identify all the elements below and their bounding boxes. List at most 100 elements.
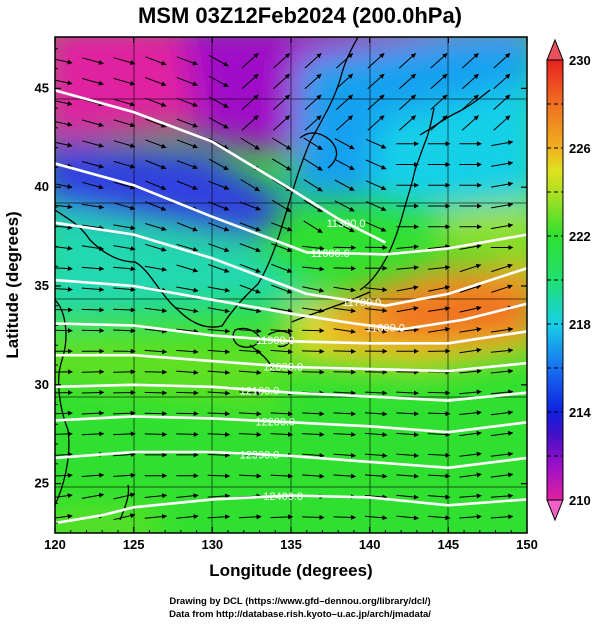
wind-arrow (55, 183, 73, 189)
credit-line-2: Data from http://database.rish.kyoto–u.a… (169, 609, 431, 620)
wind-arrow (239, 431, 262, 437)
wind-arrow (176, 180, 198, 190)
wind-arrow (176, 77, 198, 87)
wind-arrow (303, 220, 323, 234)
wind-arrow (396, 369, 419, 375)
wind-arrow (490, 140, 514, 147)
wind-arrow (81, 390, 105, 396)
wind-arrow (145, 223, 167, 231)
wind-arrow (364, 432, 388, 438)
colorbar-tick-label: 226 (569, 141, 591, 156)
wind-arrow (55, 141, 73, 148)
wind-arrow (490, 181, 514, 188)
wind-arrow (144, 328, 168, 334)
wind-arrow (459, 243, 482, 250)
wind-arrow (490, 430, 514, 437)
wind-arrow (270, 431, 293, 437)
wind-arrow (490, 368, 514, 374)
wind-arrow (333, 328, 356, 334)
wind-arrow (459, 284, 482, 293)
wind-arrow (81, 492, 105, 499)
wind-arrow (55, 58, 73, 65)
wind-arrow (113, 472, 136, 478)
contour-label: 11600.0 (311, 248, 350, 260)
wind-arrow (273, 115, 291, 131)
wind-arrow (176, 514, 199, 520)
wind-arrow (208, 137, 229, 150)
wind-arrow (241, 94, 259, 110)
contour-line (55, 221, 527, 307)
x-tick-label: 140 (359, 537, 381, 552)
wind-arrow (145, 118, 167, 128)
wind-arrow (81, 307, 105, 313)
wind-arrow (493, 73, 511, 90)
wind-arrow (207, 286, 230, 293)
wind-arrow (367, 73, 385, 90)
temperature-field (55, 37, 527, 533)
wind-arrow (459, 389, 482, 395)
wind-arrow (208, 180, 230, 190)
wind-arrow (427, 244, 451, 250)
wind-arrow (271, 243, 293, 253)
wind-arrow (145, 97, 167, 107)
contour-line (55, 322, 527, 345)
wind-arrow (81, 410, 105, 416)
wind-arrow (239, 369, 262, 375)
wind-arrow (145, 243, 167, 252)
wind-arrow (490, 389, 514, 395)
wind-arrow (334, 200, 355, 212)
wind-arrow (208, 264, 230, 273)
wind-arrow (82, 57, 104, 65)
wind-arrow (239, 284, 261, 294)
wind-arrow (335, 115, 354, 131)
wind-arrow (333, 286, 356, 293)
wind-arrow (491, 284, 513, 293)
wind-arrow (270, 473, 293, 479)
wind-arrow (270, 411, 293, 417)
wind-arrow (459, 430, 482, 437)
wind-arrow (333, 473, 356, 479)
wind-arrow (396, 515, 419, 521)
wind-arrow (493, 115, 511, 131)
wind-arrow (490, 202, 514, 209)
wind-arrow (270, 514, 294, 520)
wind-arrow (176, 243, 199, 252)
wind-arrow (241, 53, 259, 69)
wind-arrow (364, 452, 388, 458)
wind-arrow (145, 201, 167, 211)
wind-arrow (113, 431, 136, 437)
wind-arrow (335, 73, 354, 90)
wind-arrow (113, 160, 136, 169)
wind-arrow (176, 369, 199, 375)
wind-arrow (208, 158, 229, 171)
wind-arrow (301, 411, 325, 417)
wind-arrow (207, 514, 231, 520)
wind-arrow (459, 305, 482, 313)
wind-arrow (367, 115, 385, 131)
y-axis-label: Latitude (degrees) (3, 211, 22, 358)
wind-arrow (144, 369, 168, 375)
wind-arrow (301, 369, 325, 375)
contour-label: 11700.0 (342, 297, 381, 309)
wind-arrow (176, 390, 199, 396)
wind-arrow (270, 369, 293, 375)
wind-arrow (271, 158, 292, 171)
wind-arrow (239, 263, 261, 273)
colorbar-tick-label: 210 (569, 493, 591, 508)
wind-arrow (113, 266, 136, 272)
wind-arrow (301, 514, 325, 520)
wind-arrow (398, 94, 416, 110)
wind-arrow (81, 224, 105, 231)
wind-arrow (333, 431, 356, 437)
wind-arrow (303, 158, 323, 171)
wind-arrow (271, 199, 292, 213)
wind-arrow (364, 328, 388, 334)
wind-vector-field (55, 53, 514, 521)
wind-arrow (396, 265, 419, 271)
wind-arrow (82, 181, 104, 190)
wind-arrow (333, 514, 356, 520)
wind-arrow (81, 203, 105, 210)
y-axis: 25 30 35 40 45 (35, 48, 527, 524)
wind-arrow (333, 265, 356, 271)
wind-arrow (335, 94, 354, 110)
